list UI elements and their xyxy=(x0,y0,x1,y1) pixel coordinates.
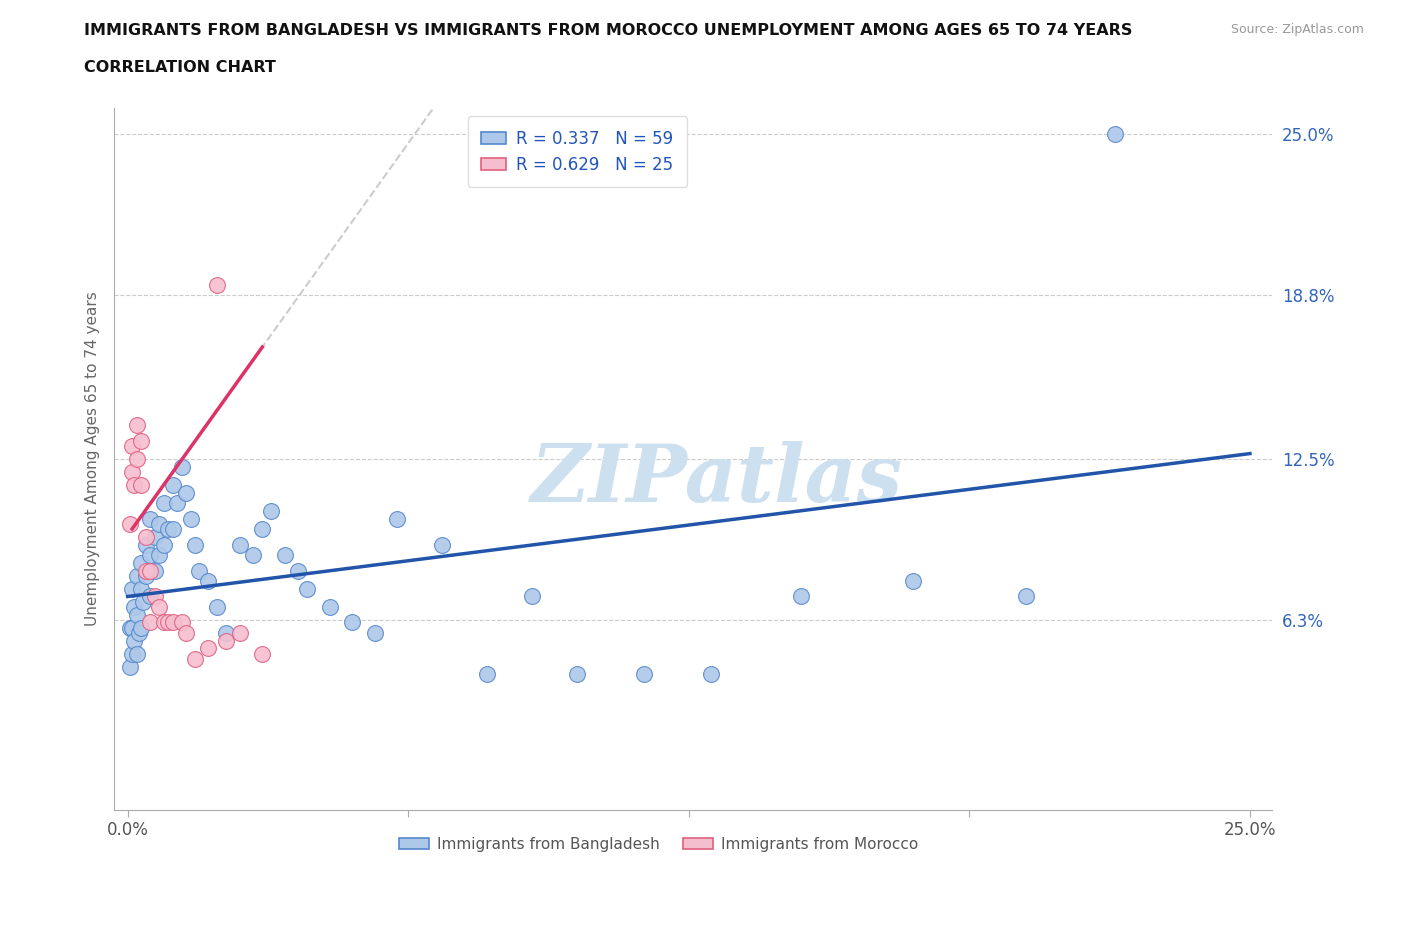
Point xyxy=(430,538,453,552)
Point xyxy=(121,620,143,635)
Point xyxy=(385,512,408,526)
Point xyxy=(118,620,141,635)
Point xyxy=(121,581,143,596)
Point xyxy=(162,522,184,537)
Point xyxy=(143,529,166,544)
Point xyxy=(162,615,184,630)
Text: CORRELATION CHART: CORRELATION CHART xyxy=(84,60,276,75)
Point xyxy=(139,512,162,526)
Point xyxy=(790,589,813,604)
Point xyxy=(129,581,152,596)
Point xyxy=(125,568,148,583)
Point xyxy=(129,433,152,448)
Point xyxy=(129,477,152,492)
Point xyxy=(215,625,238,640)
Point xyxy=(148,516,170,531)
Point xyxy=(157,615,180,630)
Point xyxy=(135,563,157,578)
Point xyxy=(152,538,174,552)
Y-axis label: Unemployment Among Ages 65 to 74 years: Unemployment Among Ages 65 to 74 years xyxy=(86,291,100,626)
Point xyxy=(139,615,162,630)
Point xyxy=(170,459,193,474)
Point xyxy=(903,574,925,589)
Point xyxy=(135,529,157,544)
Point xyxy=(1104,126,1126,141)
Point xyxy=(170,615,193,630)
Point xyxy=(274,548,297,563)
Point xyxy=(363,625,385,640)
Point xyxy=(121,646,143,661)
Point xyxy=(197,641,219,656)
Point xyxy=(318,600,340,615)
Point xyxy=(125,607,148,622)
Point xyxy=(475,667,498,682)
Point xyxy=(162,477,184,492)
Point xyxy=(174,625,197,640)
Point xyxy=(139,548,162,563)
Point xyxy=(129,620,152,635)
Point xyxy=(188,563,211,578)
Point xyxy=(139,589,162,604)
Point xyxy=(143,563,166,578)
Point xyxy=(118,659,141,674)
Point xyxy=(229,625,252,640)
Point xyxy=(124,477,146,492)
Point xyxy=(287,563,309,578)
Text: IMMIGRANTS FROM BANGLADESH VS IMMIGRANTS FROM MOROCCO UNEMPLOYMENT AMONG AGES 65: IMMIGRANTS FROM BANGLADESH VS IMMIGRANTS… xyxy=(84,23,1133,38)
Point xyxy=(297,581,319,596)
Point xyxy=(215,633,238,648)
Point xyxy=(129,555,152,570)
Point xyxy=(633,667,655,682)
Point xyxy=(121,464,143,479)
Point xyxy=(207,277,229,292)
Point xyxy=(125,451,148,466)
Point xyxy=(565,667,588,682)
Point xyxy=(174,485,197,500)
Point xyxy=(207,600,229,615)
Point xyxy=(252,646,274,661)
Point xyxy=(166,496,188,511)
Point xyxy=(135,568,157,583)
Point xyxy=(125,418,148,432)
Point xyxy=(148,548,170,563)
Legend: Immigrants from Bangladesh, Immigrants from Morocco: Immigrants from Bangladesh, Immigrants f… xyxy=(392,830,924,858)
Point xyxy=(124,600,146,615)
Point xyxy=(197,574,219,589)
Point xyxy=(125,646,148,661)
Point xyxy=(700,667,723,682)
Point xyxy=(184,651,207,666)
Point xyxy=(152,615,174,630)
Point xyxy=(242,548,264,563)
Point xyxy=(148,600,170,615)
Point xyxy=(124,633,146,648)
Point xyxy=(157,522,180,537)
Point xyxy=(179,512,201,526)
Point xyxy=(229,538,252,552)
Point xyxy=(184,538,207,552)
Point xyxy=(132,594,155,609)
Point xyxy=(152,496,174,511)
Point xyxy=(139,563,162,578)
Point xyxy=(135,538,157,552)
Text: ZIPatlas: ZIPatlas xyxy=(530,441,903,519)
Point xyxy=(520,589,543,604)
Point xyxy=(1014,589,1036,604)
Point xyxy=(252,522,274,537)
Point xyxy=(143,589,166,604)
Point xyxy=(128,625,150,640)
Point xyxy=(340,615,363,630)
Point xyxy=(121,438,143,453)
Text: Source: ZipAtlas.com: Source: ZipAtlas.com xyxy=(1230,23,1364,36)
Point xyxy=(118,516,141,531)
Point xyxy=(260,503,283,518)
